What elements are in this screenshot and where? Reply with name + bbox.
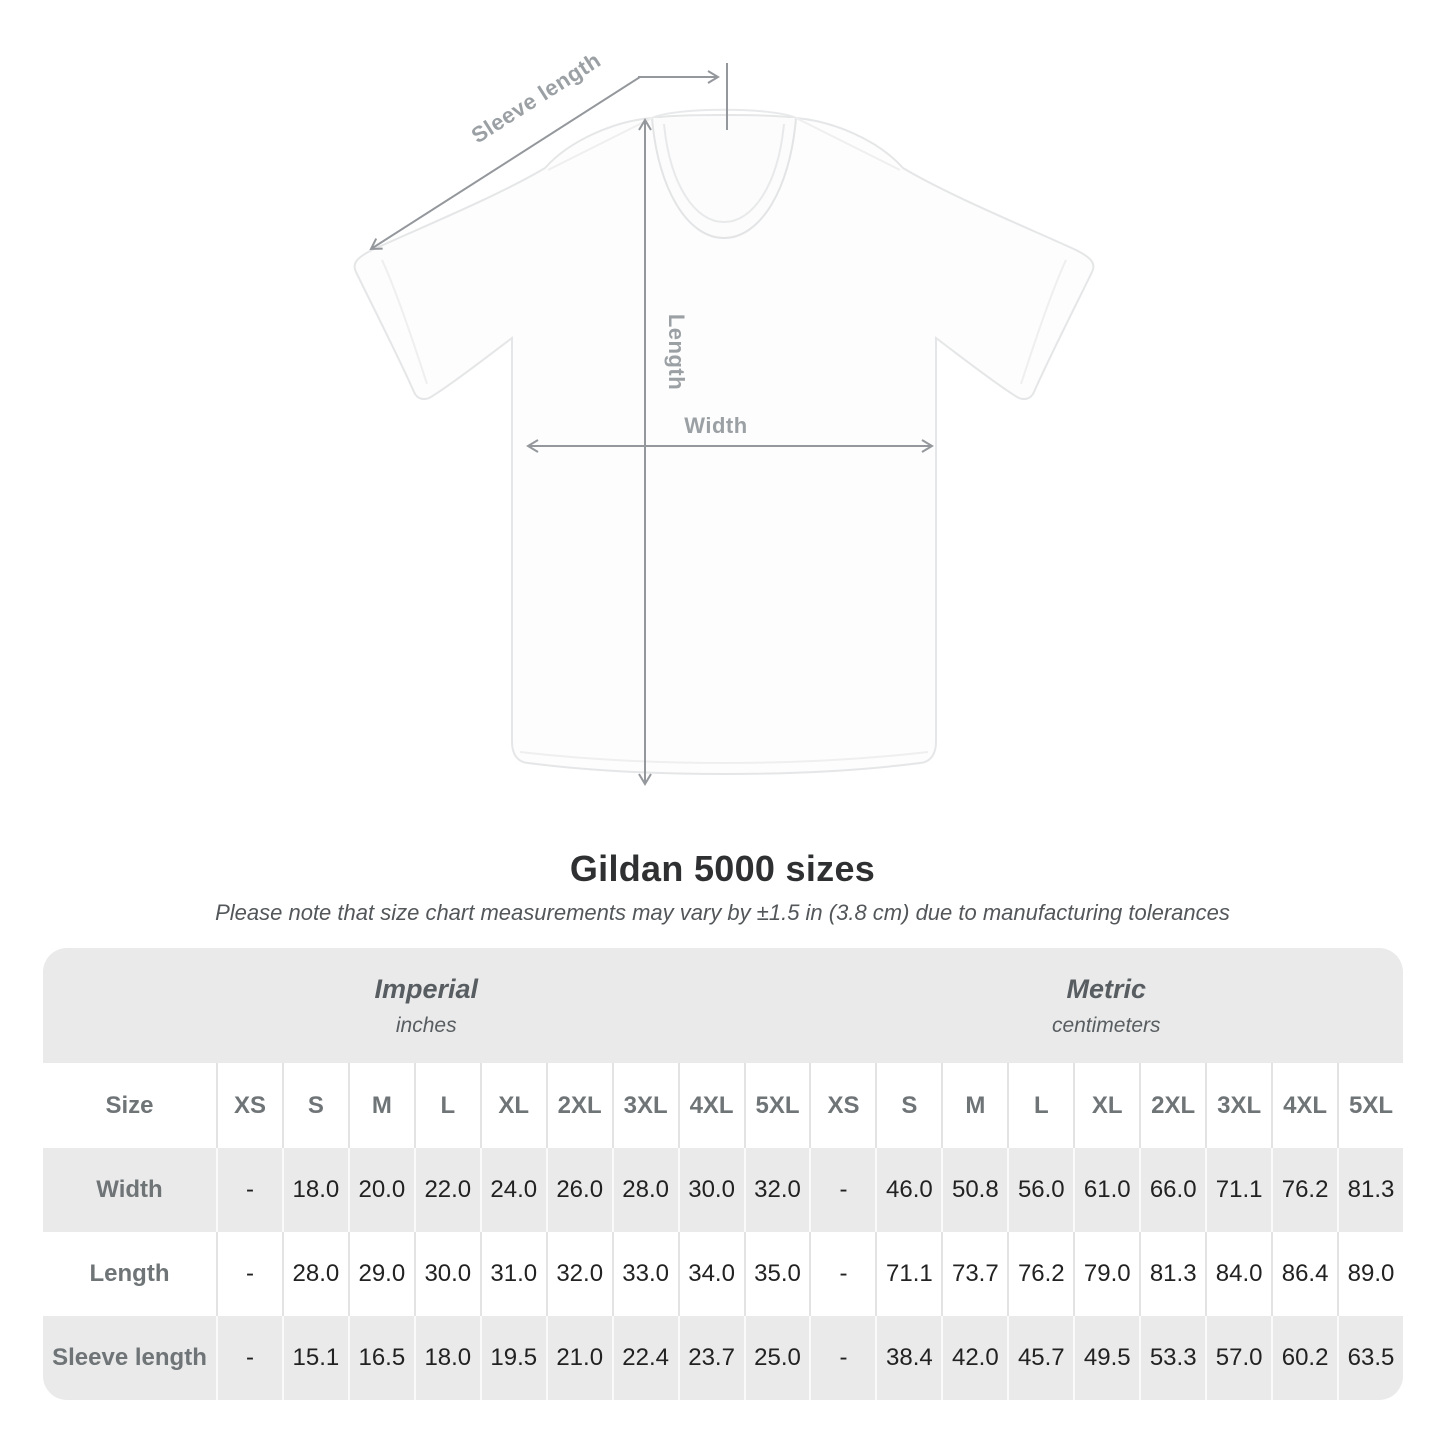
size-col-header: L (413, 1063, 480, 1148)
tshirt-graphic (353, 108, 1095, 776)
value-cell: - (809, 1148, 875, 1232)
size-col-header: M (347, 1063, 414, 1148)
value-cell: 42.0 (941, 1316, 1007, 1400)
value-cell: 23.7 (677, 1316, 744, 1400)
value-cell: 32.0 (743, 1148, 810, 1232)
value-cell: - (216, 1148, 282, 1232)
value-cell: 21.0 (545, 1316, 612, 1400)
size-col-header: L (1007, 1063, 1074, 1148)
value-cell: 63.5 (1337, 1316, 1403, 1400)
value-cell: 79.0 (1073, 1232, 1140, 1316)
value-cell: 71.1 (1205, 1148, 1271, 1232)
size-table: Imperial inches Metric centimeters Size … (43, 948, 1403, 1400)
measurement-annotations (369, 63, 934, 786)
value-cell: 35.0 (743, 1232, 810, 1316)
value-cell: 18.0 (281, 1148, 348, 1232)
value-cell: 76.2 (1007, 1232, 1074, 1316)
value-cell: 25.0 (743, 1316, 810, 1400)
group-name-metric: Metric (1066, 973, 1146, 1004)
value-cell: 22.0 (413, 1148, 480, 1232)
length-label: Length (664, 314, 689, 390)
value-cell: - (809, 1316, 875, 1400)
value-cell: 30.0 (413, 1232, 480, 1316)
row-label-length: Length (43, 1232, 216, 1316)
value-cell: 76.2 (1271, 1148, 1337, 1232)
group-header-imperial: Imperial inches (43, 948, 809, 1063)
size-col-header: 5XL (1337, 1063, 1403, 1148)
value-cell: 45.7 (1007, 1316, 1073, 1400)
row-label-sleeve-length: Sleeve length (52, 1344, 207, 1371)
value-cell: 38.4 (875, 1316, 941, 1400)
size-col-header: XS (809, 1063, 876, 1148)
value-cell: 81.3 (1139, 1232, 1206, 1316)
value-cell: 16.5 (347, 1316, 414, 1400)
title-block: Gildan 5000 sizes Please note that size … (0, 848, 1445, 926)
value-cell: 28.0 (611, 1148, 678, 1232)
value-cell: 50.8 (941, 1148, 1007, 1232)
value-cell: 46.0 (875, 1148, 941, 1232)
value-cell: 71.1 (875, 1232, 942, 1316)
value-cell: 60.2 (1271, 1316, 1337, 1400)
value-cell: 30.0 (677, 1148, 744, 1232)
value-cell: - (216, 1232, 282, 1316)
collar-outline (651, 117, 797, 240)
group-unit-centimeters: centimeters (1051, 1013, 1161, 1037)
value-cell: 89.0 (1337, 1232, 1403, 1316)
size-col-header: S (281, 1063, 348, 1148)
value-cell: 84.0 (1205, 1232, 1272, 1316)
size-col-header: 2XL (545, 1063, 612, 1148)
value-cell: 49.5 (1073, 1316, 1139, 1400)
size-col-header: S (875, 1063, 942, 1148)
value-cell: 34.0 (677, 1232, 744, 1316)
width-label: Width (684, 413, 747, 438)
value-cell: 33.0 (611, 1232, 678, 1316)
value-cell: 57.0 (1205, 1316, 1271, 1400)
size-col-header: 4XL (1271, 1063, 1338, 1148)
value-cell: - (216, 1316, 282, 1400)
size-col-header: M (941, 1063, 1008, 1148)
value-cell: 18.0 (413, 1316, 480, 1400)
size-col-header: 4XL (677, 1063, 744, 1148)
size-col-header: XS (216, 1063, 282, 1148)
tshirt-measurement-figure: Sleeve length Length Width (353, 47, 1095, 786)
value-cell: 53.3 (1139, 1316, 1205, 1400)
value-cell: 29.0 (347, 1232, 414, 1316)
value-cell: 26.0 (545, 1148, 612, 1232)
value-cell: 20.0 (347, 1148, 414, 1232)
value-cell: 28.0 (281, 1232, 348, 1316)
tshirt-figure-svg: Sleeve length Length Width (353, 47, 1095, 786)
value-cell: 24.0 (479, 1148, 546, 1232)
value-cell: 81.3 (1337, 1148, 1403, 1232)
sleeve-length-label: Sleeve length (467, 47, 606, 148)
size-col-header: 5XL (743, 1063, 810, 1148)
size-col-header: XL (479, 1063, 546, 1148)
value-cell: - (809, 1232, 876, 1316)
value-cell: 56.0 (1007, 1148, 1073, 1232)
table-corner-size-label: Size (43, 1063, 216, 1148)
size-col-header: 3XL (1205, 1063, 1272, 1148)
page-title: Gildan 5000 sizes (569, 848, 876, 889)
group-name-imperial: Imperial (374, 973, 479, 1004)
value-cell: 66.0 (1139, 1148, 1205, 1232)
size-col-header: 3XL (611, 1063, 678, 1148)
size-col-header: 2XL (1139, 1063, 1206, 1148)
value-cell: 31.0 (479, 1232, 546, 1316)
sleeve-length-arrow (369, 76, 641, 251)
size-col-header: XL (1073, 1063, 1140, 1148)
row-label-width: Width (96, 1176, 163, 1203)
value-cell: 61.0 (1073, 1148, 1139, 1232)
value-cell: 15.1 (281, 1316, 348, 1400)
value-cell: 32.0 (545, 1232, 612, 1316)
value-cell: 19.5 (479, 1316, 546, 1400)
group-header-metric: Metric centimeters (809, 948, 1403, 1063)
value-cell: 73.7 (941, 1232, 1008, 1316)
value-cell: 22.4 (611, 1316, 678, 1400)
group-unit-inches: inches (395, 1013, 457, 1037)
value-cell: 86.4 (1271, 1232, 1338, 1316)
tolerance-note: Please note that size chart measurements… (215, 900, 1230, 925)
